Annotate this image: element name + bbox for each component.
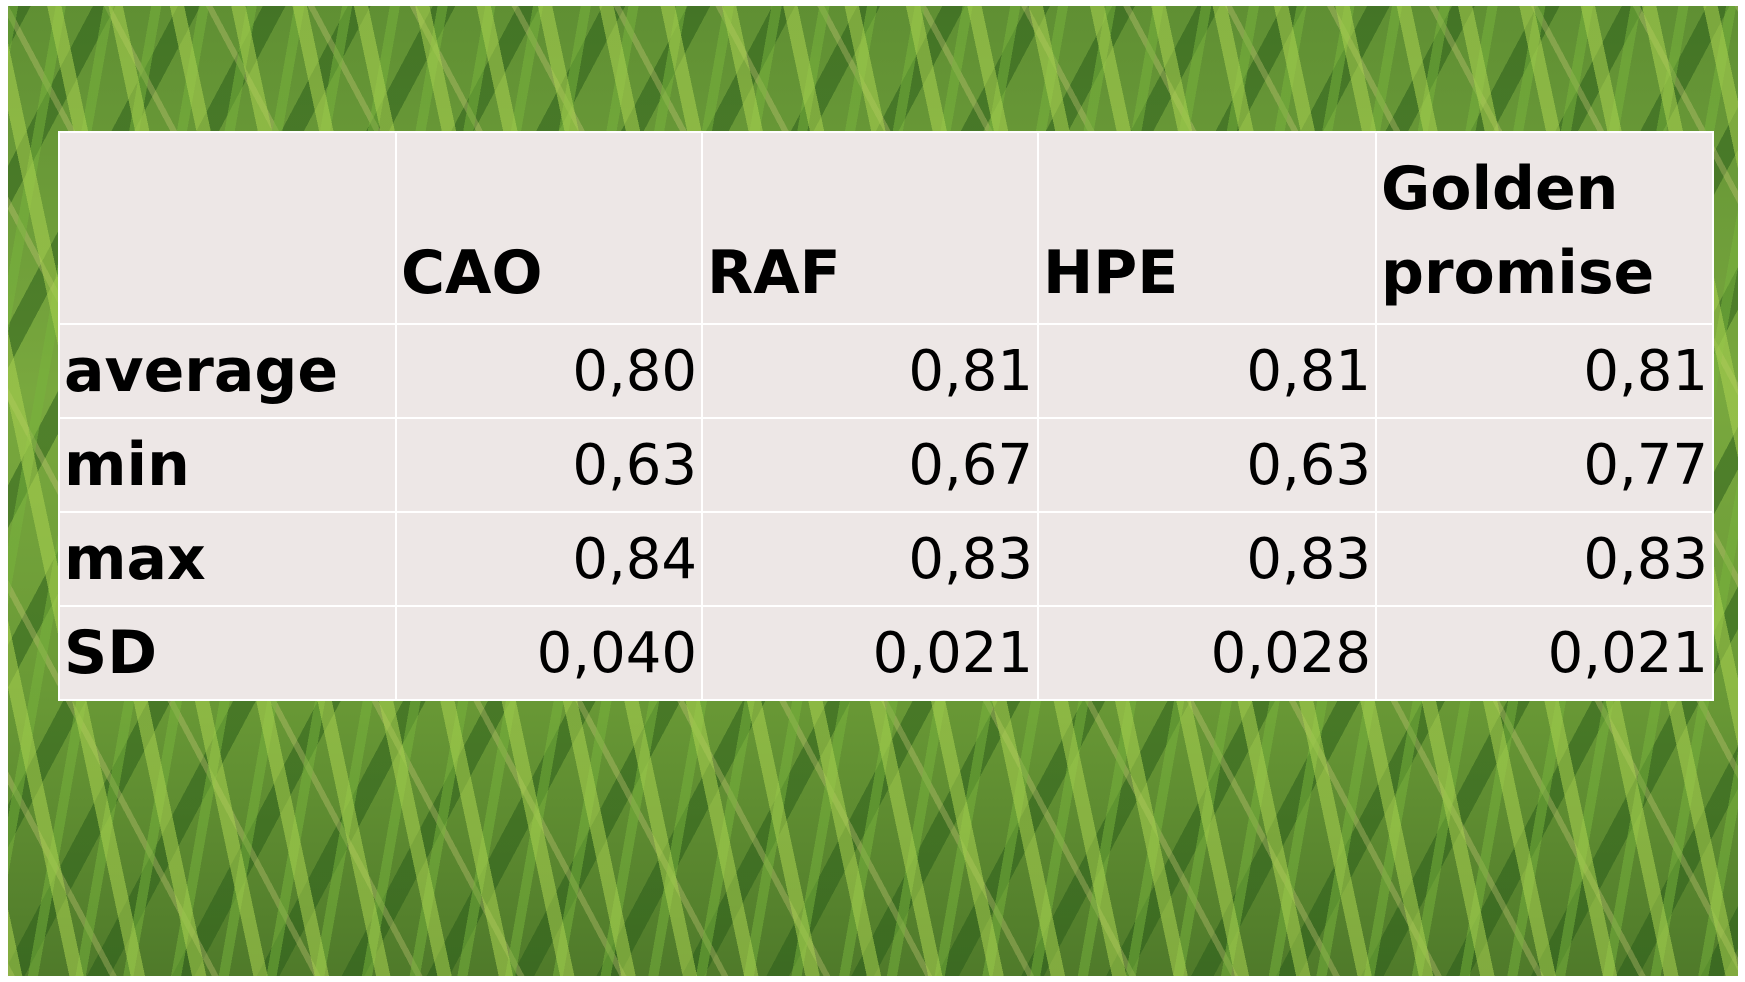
column-header: HPE <box>1037 131 1377 325</box>
value-cell: 0,021 <box>701 605 1039 701</box>
value-cell: 0,84 <box>395 511 703 607</box>
value-cell: 0,81 <box>1375 323 1714 419</box>
value-cell: 0,83 <box>1037 511 1377 607</box>
column-header: CAO <box>395 131 703 325</box>
value-cell: 0,83 <box>1375 511 1714 607</box>
value-cell: 0,021 <box>1375 605 1714 701</box>
value-cell: 0,040 <box>395 605 703 701</box>
value-cell: 0,63 <box>1037 417 1377 513</box>
header-row: CAO RAF HPE Golden promise <box>58 131 1714 325</box>
data-row: SD 0,040 0,021 0,028 0,021 <box>58 605 1714 701</box>
value-cell: 0,028 <box>1037 605 1377 701</box>
value-cell: 0,67 <box>701 417 1039 513</box>
data-row: max 0,84 0,83 0,83 0,83 <box>58 511 1714 607</box>
data-row: min 0,63 0,67 0,63 0,77 <box>58 417 1714 513</box>
row-label: max <box>58 511 397 607</box>
column-header: RAF <box>701 131 1039 325</box>
value-cell: 0,63 <box>395 417 703 513</box>
value-cell: 0,80 <box>395 323 703 419</box>
row-label: average <box>58 323 397 419</box>
data-row: average 0,80 0,81 0,81 0,81 <box>58 323 1714 419</box>
value-cell: 0,83 <box>701 511 1039 607</box>
stats-table: CAO RAF HPE Golden promise average 0,80 0,81 0,… <box>58 131 1714 701</box>
value-cell: 0,81 <box>1037 323 1377 419</box>
corner-cell <box>58 131 397 325</box>
value-cell: 0,77 <box>1375 417 1714 513</box>
value-cell: 0,81 <box>701 323 1039 419</box>
row-label: SD <box>58 605 397 701</box>
row-label: min <box>58 417 397 513</box>
column-header: Golden promise <box>1375 131 1714 325</box>
